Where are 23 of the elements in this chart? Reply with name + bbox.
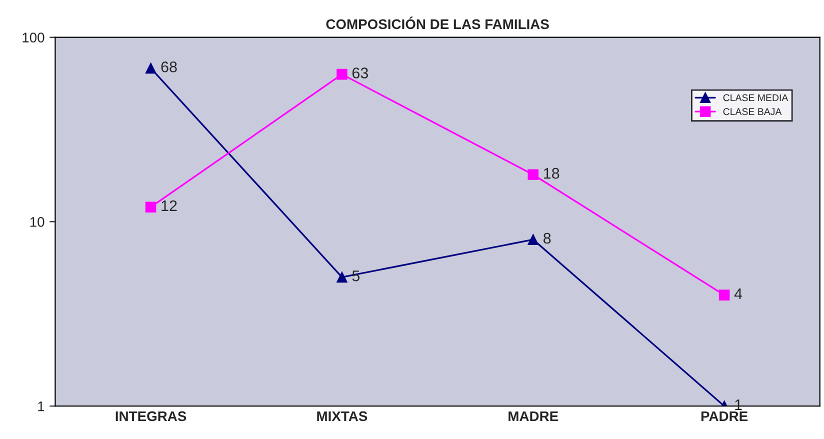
y-tick-label: 100: [22, 32, 44, 42]
data-label: 4: [734, 288, 742, 300]
x-tick-label: MADRE: [508, 411, 558, 421]
x-tick-label: PADRE: [701, 411, 748, 421]
x-tick-label: INTEGRAS: [116, 411, 186, 422]
point: [145, 62, 156, 74]
x-tick-label: MIXTAS: [317, 411, 368, 422]
point: [528, 234, 539, 245]
legend-label: CLASE MEDIA: [723, 94, 788, 102]
data-label: 12: [162, 200, 177, 212]
data-label: 8: [544, 232, 551, 244]
chart-title: COMPOSICIÓN DE LAS FAMILIAS: [326, 16, 549, 30]
data-label: 18: [544, 168, 560, 179]
point: [718, 290, 730, 300]
point: [528, 169, 539, 180]
point: [336, 272, 348, 283]
point: [336, 68, 348, 80]
y-tick-label: 1: [38, 402, 44, 412]
data-label: 63: [352, 68, 368, 78]
data-label: 68: [161, 61, 177, 72]
y-tick-label: 10: [30, 217, 44, 227]
legend-label: CLASE BAJA: [723, 108, 782, 116]
point: [145, 202, 156, 212]
